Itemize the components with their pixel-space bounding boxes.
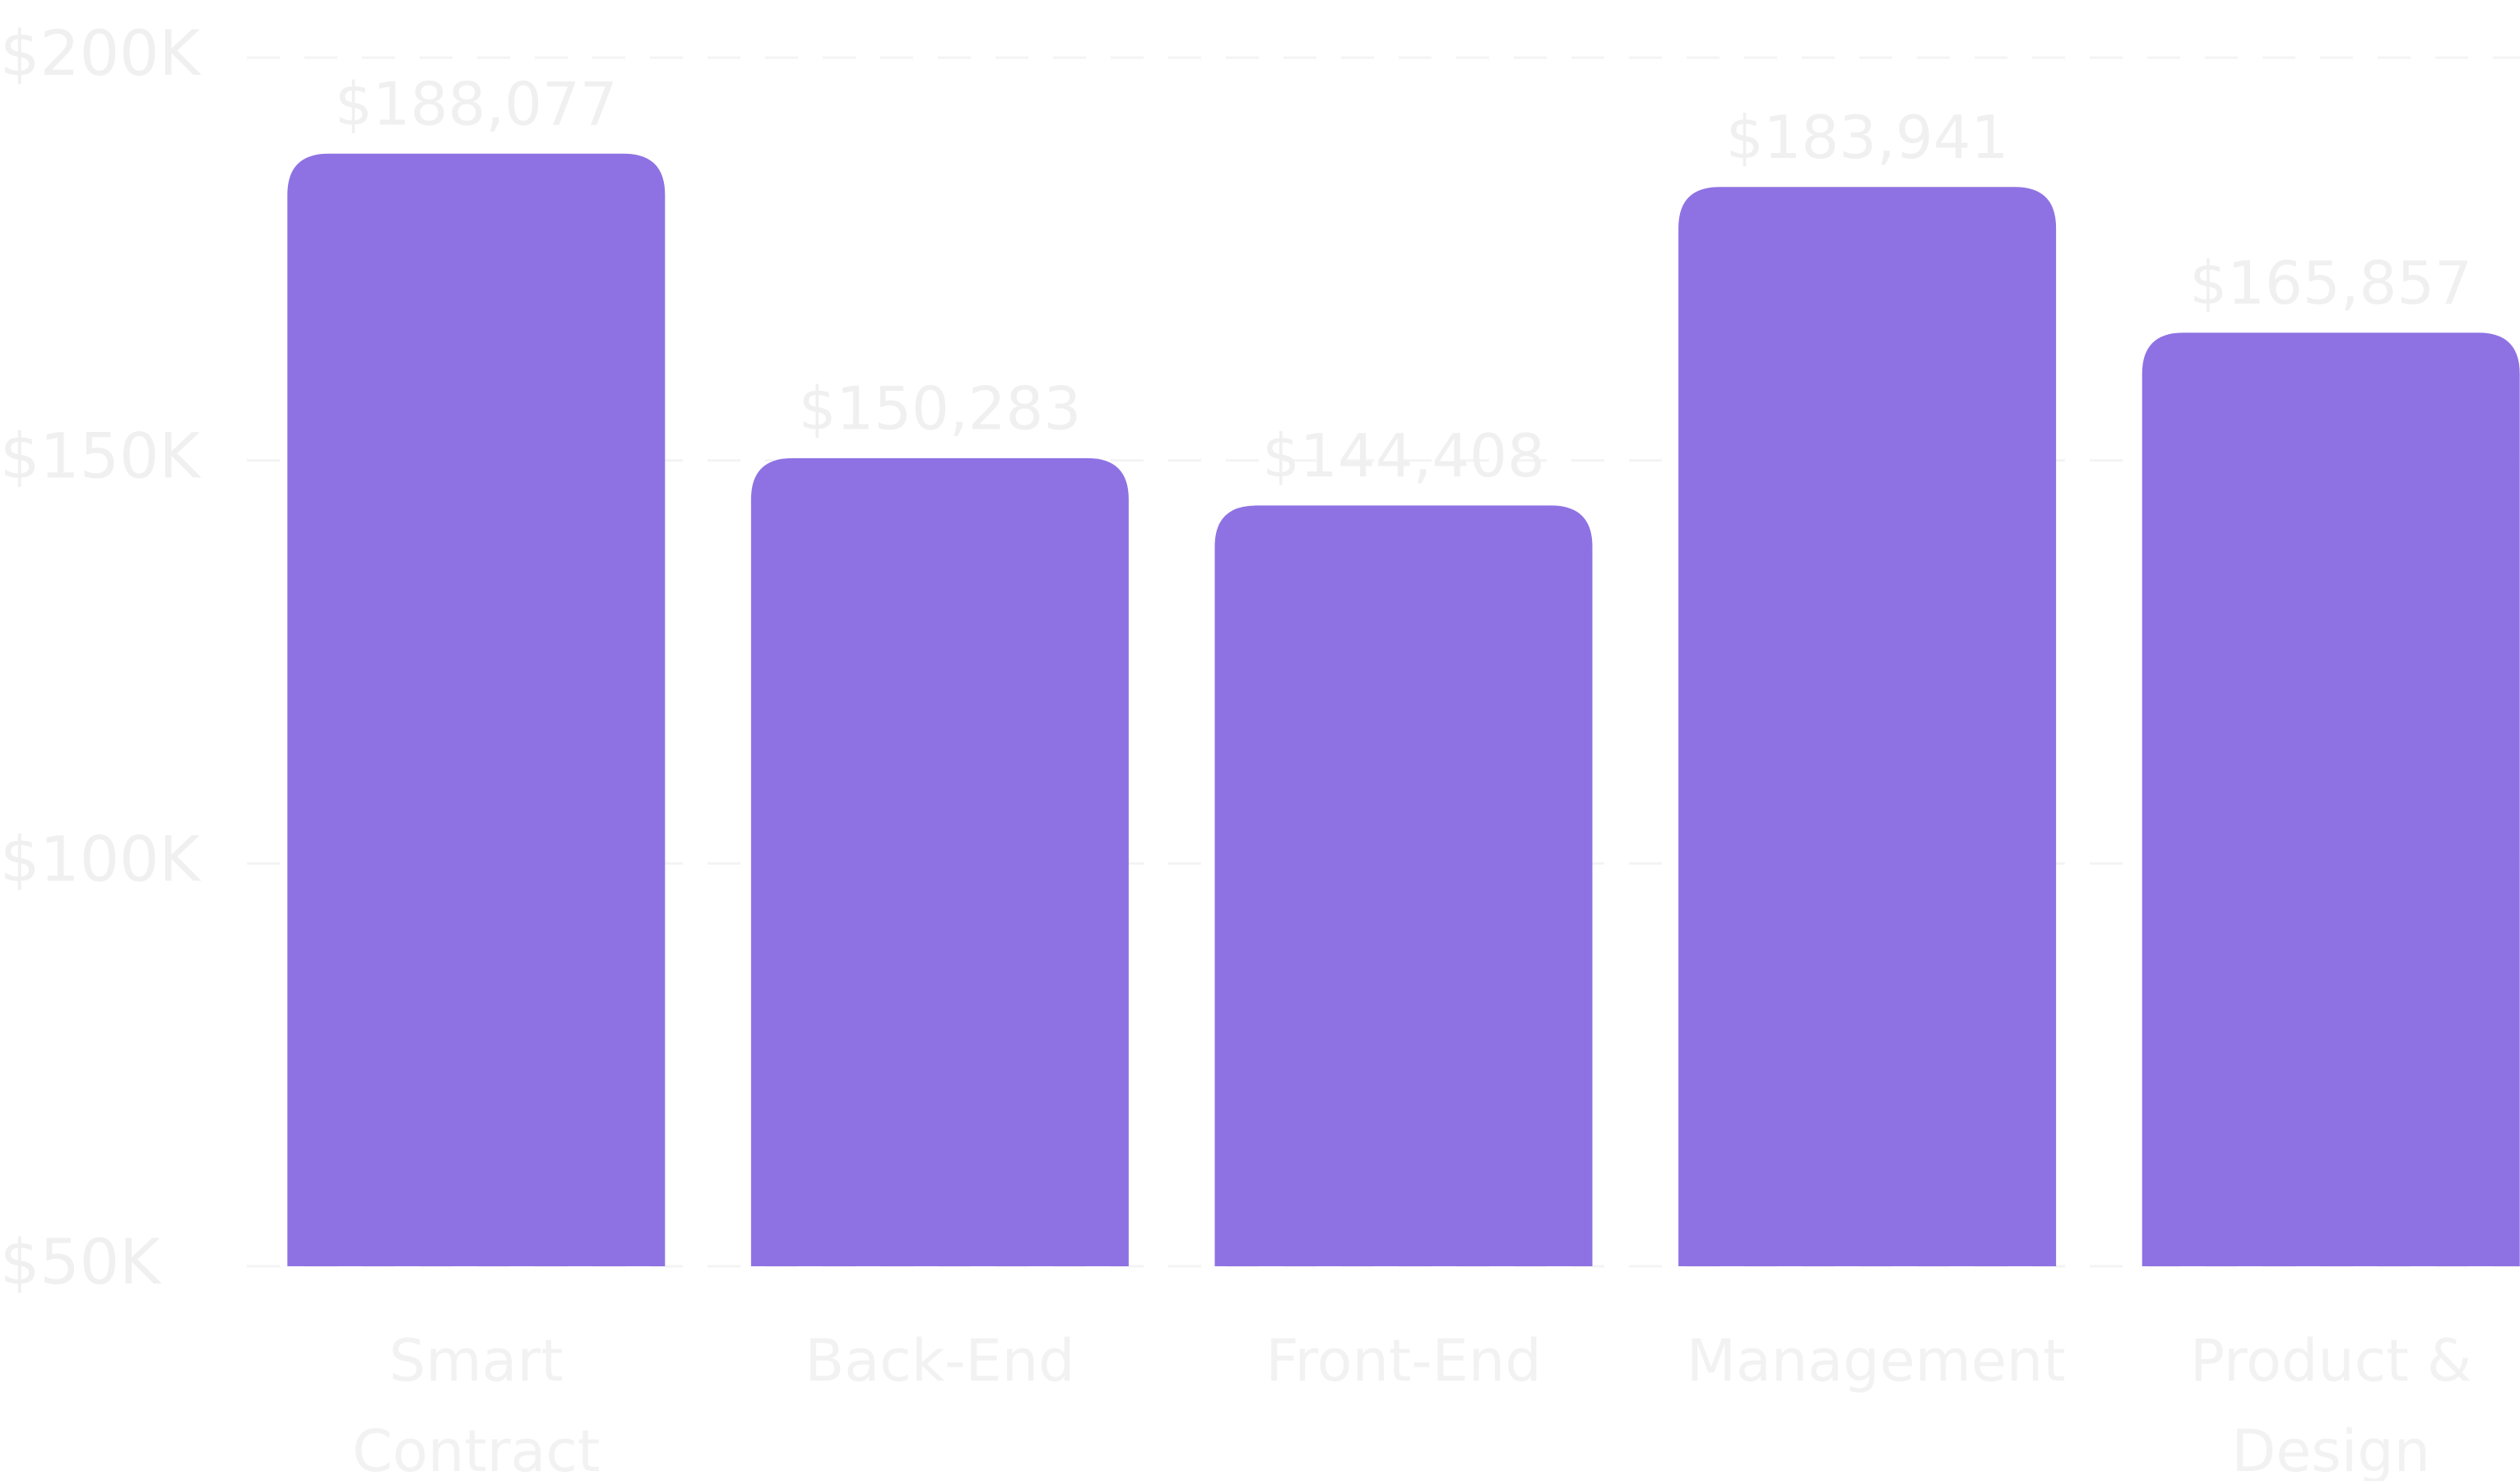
bar — [287, 153, 666, 1267]
bar — [750, 457, 1129, 1266]
y-tick-label: $200K — [0, 16, 202, 90]
x-tick-label: Product & Design — [2189, 1327, 2472, 1481]
x-tick-label: Smart Contract — [352, 1327, 601, 1481]
x-tick-label: Front-End — [1265, 1327, 1542, 1395]
x-tick-label: Back-End — [805, 1327, 1075, 1395]
value-label: $150,283 — [799, 374, 1082, 443]
value-label: $183,941 — [1726, 103, 2009, 172]
x-tick-label: Management — [1686, 1327, 2066, 1395]
value-label: $144,408 — [1262, 421, 1545, 490]
value-label: $165,857 — [2189, 248, 2472, 318]
bar — [2142, 332, 2520, 1266]
bar — [1678, 187, 2057, 1267]
y-tick-label: $100K — [0, 822, 202, 895]
bar — [1214, 505, 1593, 1266]
y-tick-label: $150K — [0, 420, 202, 493]
value-label: $188,077 — [335, 69, 618, 138]
y-tick-label: $50K — [0, 1225, 162, 1298]
